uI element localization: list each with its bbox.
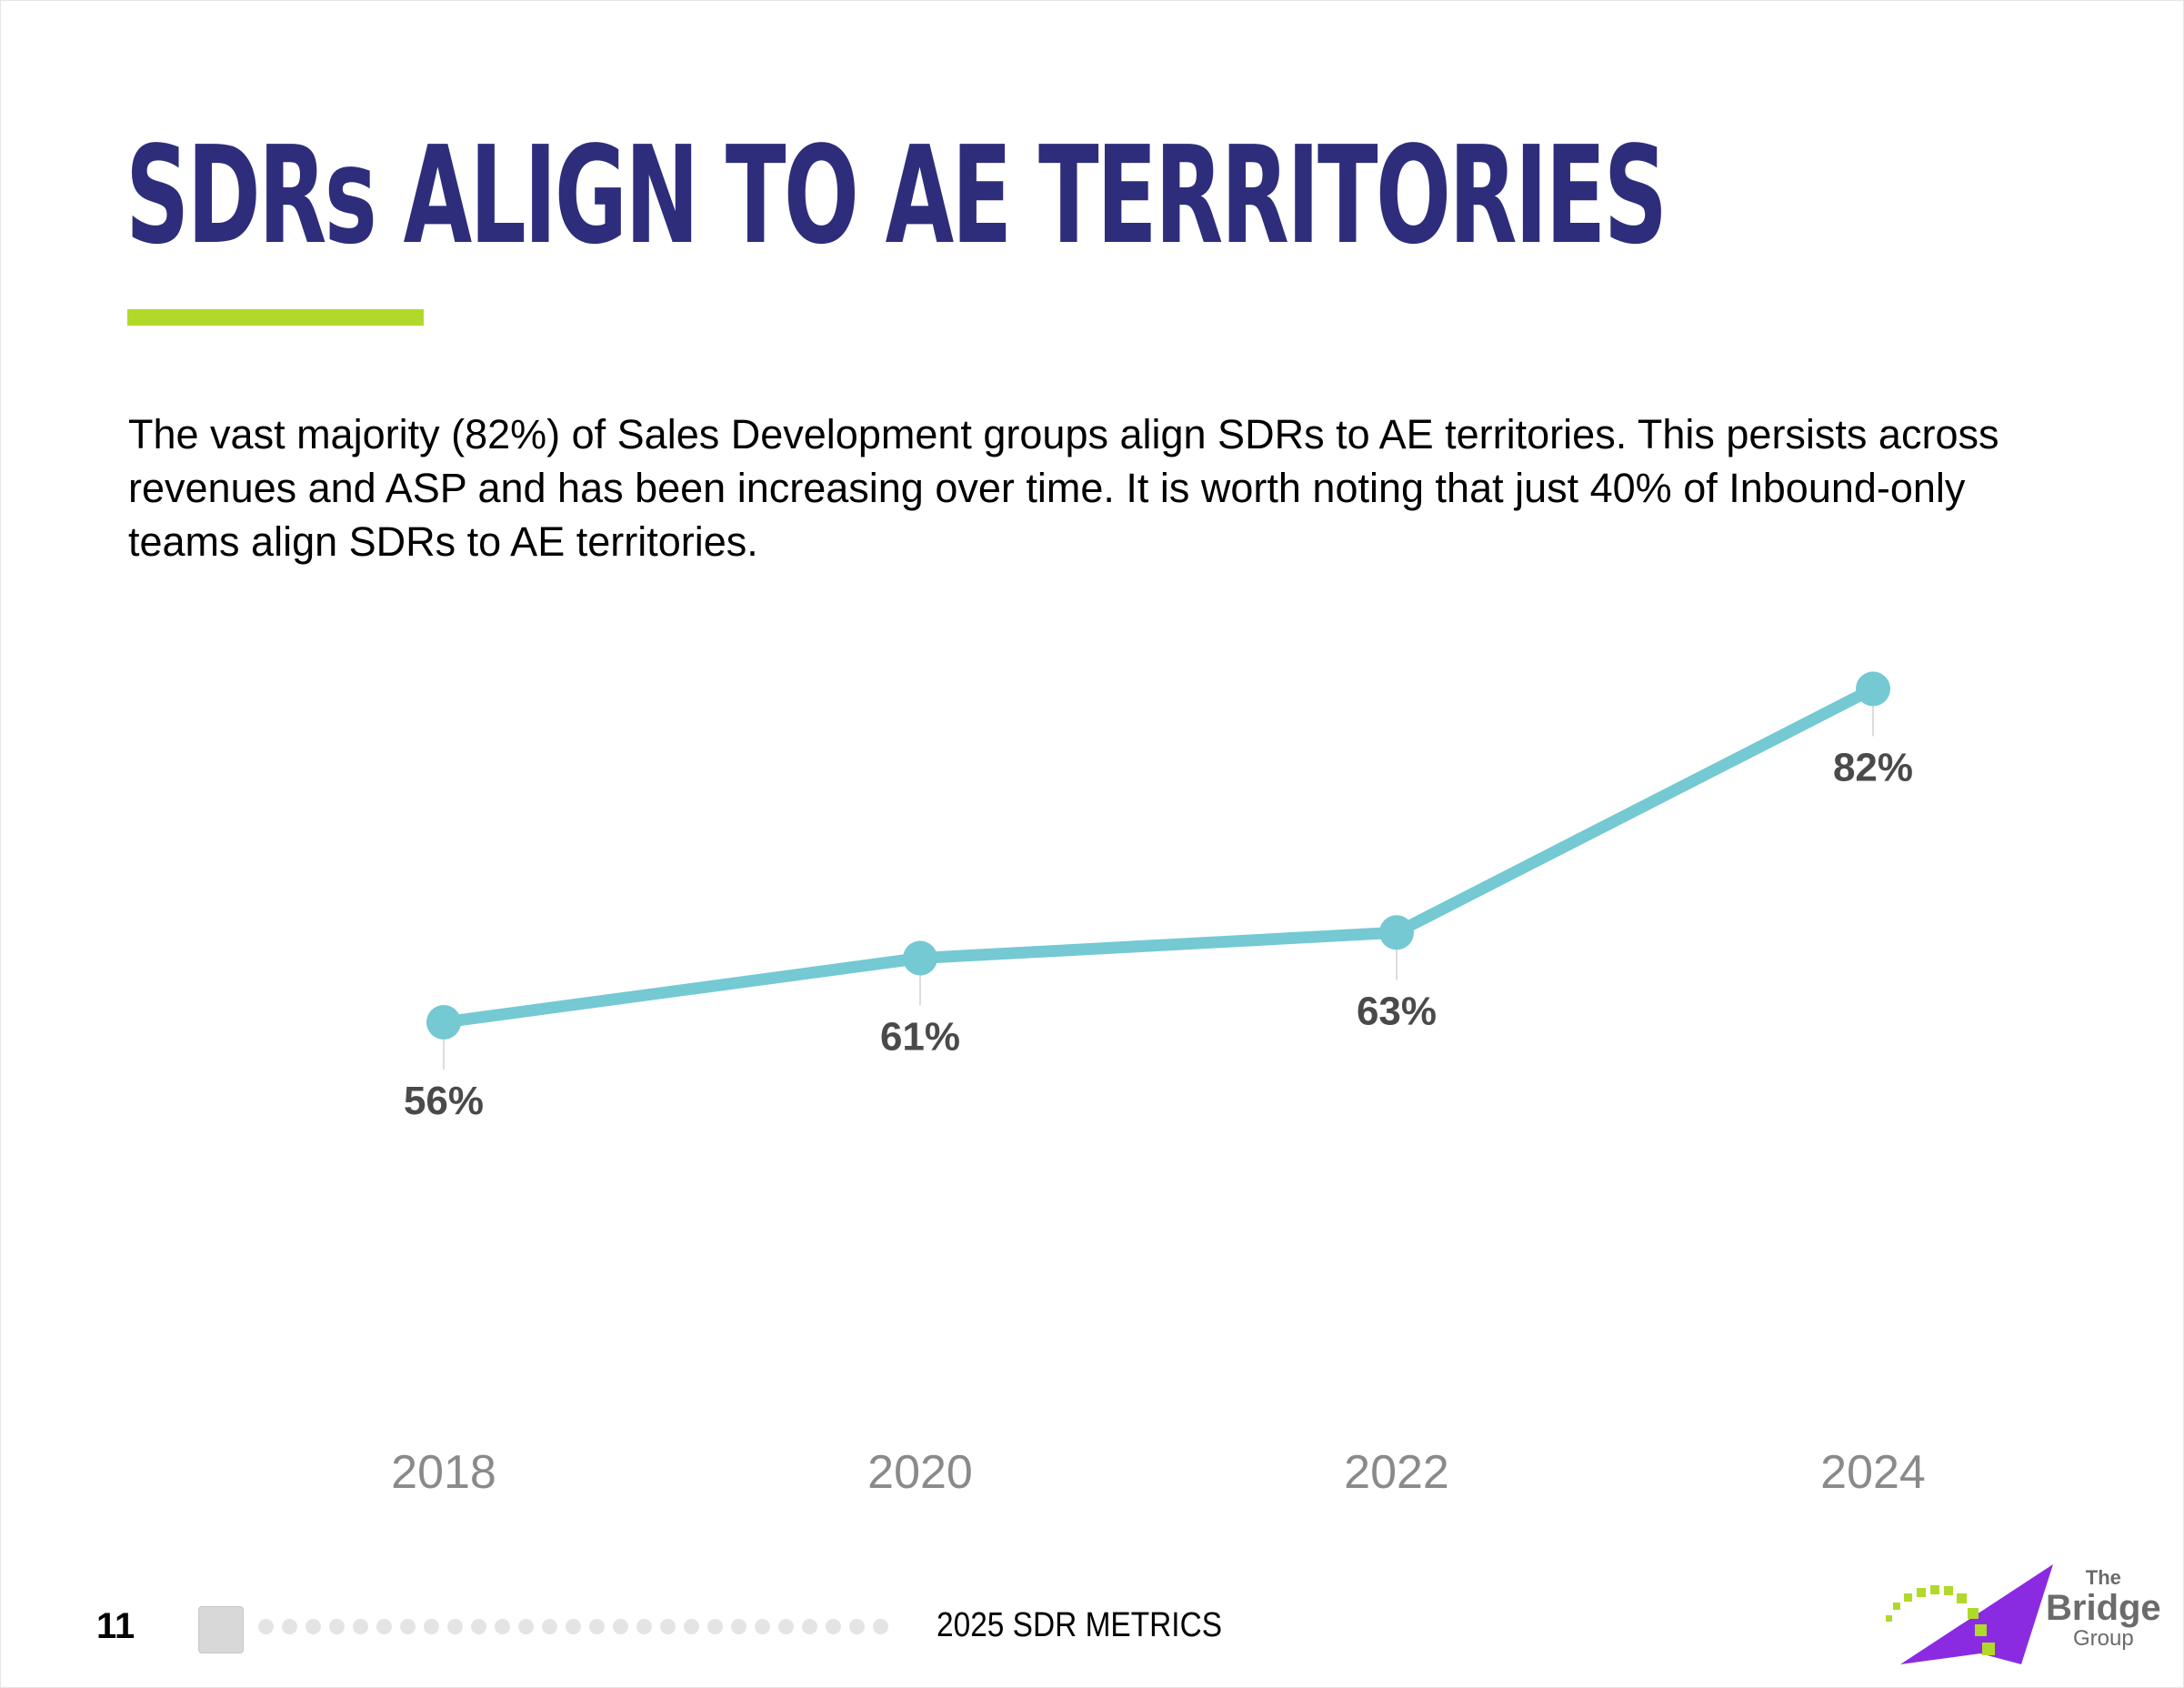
data-point-2022 xyxy=(1379,915,1414,950)
progress-dot xyxy=(329,1619,345,1634)
x-tick-label-2020: 2020 xyxy=(867,1446,973,1499)
logo-wordmark: The Bridge Group xyxy=(2046,1566,2161,1652)
data-label-2022: 63% xyxy=(1357,989,1437,1033)
x-tick-label-2022: 2022 xyxy=(1344,1446,1449,1499)
progress-dot xyxy=(873,1619,888,1634)
x-tick-label-2018: 2018 xyxy=(391,1446,496,1499)
progress-dot xyxy=(258,1619,274,1634)
progress-dot xyxy=(849,1619,865,1634)
progress-dot xyxy=(447,1619,463,1634)
progress-dot xyxy=(566,1619,581,1634)
logo-line-1: The xyxy=(2085,1566,2121,1589)
progress-dots xyxy=(258,1619,888,1634)
progress-dot xyxy=(471,1619,486,1634)
body-paragraph: The vast majority (82%) of Sales Develop… xyxy=(128,411,1999,565)
data-point-2024 xyxy=(1856,671,1890,707)
progress-dot xyxy=(613,1619,628,1634)
progress-dot xyxy=(589,1619,605,1634)
progress-dot xyxy=(636,1619,652,1634)
progress-dot xyxy=(400,1619,416,1634)
progress-dot xyxy=(518,1619,534,1634)
progress-dot xyxy=(353,1619,368,1634)
progress-dot xyxy=(684,1619,699,1634)
progress-dot xyxy=(731,1619,746,1634)
progress-dot xyxy=(826,1619,841,1634)
progress-dot xyxy=(802,1619,817,1634)
series-line xyxy=(437,682,1879,1029)
data-label-2018: 56% xyxy=(404,1079,484,1123)
page-number: 11 xyxy=(96,1606,135,1646)
progress-dot xyxy=(306,1619,321,1634)
progress-dot xyxy=(542,1619,557,1634)
progress-dot xyxy=(707,1619,723,1634)
slide-title: SDRs ALIGN TO AE TERRITORIES xyxy=(125,117,1668,274)
data-label-2020: 61% xyxy=(880,1015,960,1060)
report-name: 2025 SDR METRICS xyxy=(937,1606,1223,1644)
logo-line-2: Bridge xyxy=(2046,1588,2161,1628)
progress-dot xyxy=(282,1619,297,1634)
thumbnail-icon xyxy=(198,1606,244,1653)
progress-dot xyxy=(778,1619,794,1634)
progress-dot xyxy=(424,1619,439,1634)
progress-dot xyxy=(755,1619,770,1634)
bridge-group-logo-icon xyxy=(1886,1564,2053,1664)
x-tick-label-2024: 2024 xyxy=(1820,1446,1926,1499)
title-accent-bar xyxy=(127,309,424,326)
data-label-2024: 82% xyxy=(1833,745,1913,789)
data-point-2018 xyxy=(426,1005,461,1040)
progress-dot xyxy=(376,1619,392,1634)
logo-line-3: Group xyxy=(2072,1626,2134,1651)
progress-dot xyxy=(495,1619,510,1634)
data-point-2020 xyxy=(903,940,937,976)
progress-dot xyxy=(660,1619,676,1634)
